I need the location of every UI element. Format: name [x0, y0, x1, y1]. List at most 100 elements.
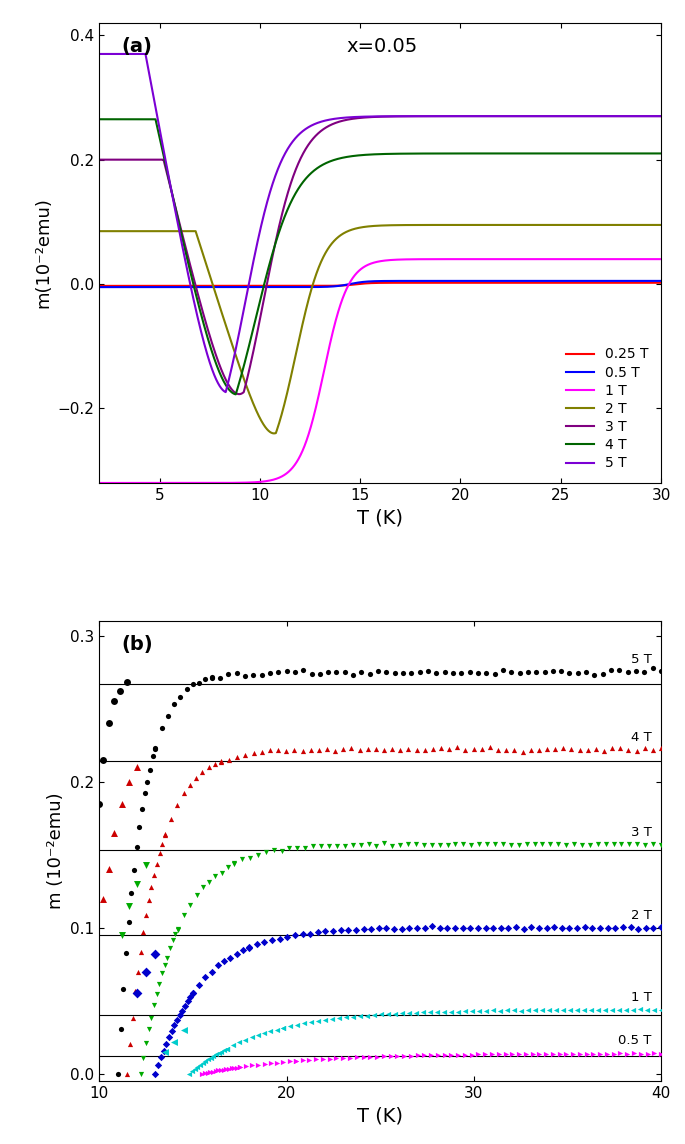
Point [210, 755, 221, 773]
Point [503, 919, 514, 937]
0.5 T [641, 275, 649, 288]
Point [210, 866, 221, 884]
Point [266, 1054, 277, 1072]
Point [541, 740, 552, 758]
Point [167, 931, 178, 950]
Point [508, 1001, 519, 1019]
Legend: 0.25 T, 0.5 T, 1 T, 2 T, 3 T, 4 T, 5 T: 0.25 T, 0.5 T, 1 T, 2 T, 3 T, 4 T, 5 T [560, 342, 654, 476]
5 T [514, 110, 523, 124]
Point [488, 1001, 499, 1019]
Point [259, 932, 270, 951]
1 T [460, 253, 469, 267]
Point [182, 992, 193, 1010]
Point [396, 920, 407, 938]
Point [142, 772, 153, 791]
Point [373, 662, 384, 681]
Point [647, 835, 658, 853]
Point [561, 1044, 572, 1063]
Point [587, 919, 598, 937]
Point [397, 1003, 408, 1022]
Point [534, 741, 545, 760]
1 T [197, 476, 205, 490]
Point [385, 1047, 396, 1065]
Point [197, 879, 208, 897]
Point [351, 921, 362, 939]
Point [284, 1017, 295, 1035]
Point [501, 741, 512, 760]
Point [371, 1048, 382, 1066]
Point [274, 930, 285, 948]
Point [339, 664, 350, 682]
Point [103, 714, 114, 732]
Point [431, 665, 442, 683]
Point [569, 835, 580, 853]
Point [495, 1001, 506, 1019]
Point [362, 1007, 373, 1025]
Point [573, 664, 584, 682]
Point [203, 873, 214, 891]
Point [147, 747, 158, 765]
Point [149, 866, 160, 884]
Point [210, 1046, 221, 1064]
Point [457, 919, 468, 937]
Point [238, 942, 249, 960]
Point [584, 835, 595, 853]
Point [122, 1065, 133, 1083]
Point [140, 856, 151, 874]
Point [103, 860, 114, 879]
Point [366, 920, 377, 938]
Point [425, 1003, 436, 1022]
Point [473, 919, 484, 937]
Point [225, 948, 236, 967]
Point [438, 1002, 449, 1020]
0.5 T [95, 280, 103, 294]
Point [203, 758, 214, 777]
0.25 T [432, 276, 440, 289]
Point [305, 924, 316, 943]
Point [519, 920, 530, 938]
Point [321, 740, 332, 758]
Point [347, 1008, 358, 1026]
Text: (b): (b) [122, 635, 153, 653]
Point [389, 1004, 400, 1023]
Point [331, 662, 342, 681]
Point [434, 919, 445, 937]
Point [358, 1048, 369, 1066]
Point [166, 810, 177, 828]
Point [442, 836, 453, 855]
Point [200, 968, 211, 986]
Point [381, 662, 392, 681]
Point [273, 741, 284, 760]
Point [450, 835, 461, 853]
5 T [432, 110, 440, 124]
Point [622, 664, 633, 682]
Point [497, 660, 508, 678]
Point [588, 1044, 599, 1063]
Point [399, 1047, 410, 1065]
Point [216, 752, 227, 770]
Point [223, 1059, 234, 1078]
Point [291, 1016, 302, 1034]
Point [639, 662, 650, 681]
Point [412, 919, 423, 937]
3 T [310, 130, 318, 144]
Point [177, 1001, 188, 1019]
Point [395, 835, 406, 853]
Point [543, 1001, 554, 1019]
Point [419, 919, 430, 937]
Point [523, 1001, 534, 1019]
Point [221, 1060, 232, 1079]
Point [382, 1004, 393, 1023]
Point [178, 784, 189, 802]
Point [452, 1002, 463, 1020]
Point [444, 739, 455, 757]
Point [446, 1046, 457, 1064]
Point [320, 922, 331, 940]
Point [304, 1050, 315, 1068]
Point [411, 741, 422, 760]
Point [289, 925, 300, 944]
Point [244, 938, 255, 956]
Point [312, 923, 323, 942]
Point [199, 1064, 210, 1082]
Point [132, 837, 142, 856]
